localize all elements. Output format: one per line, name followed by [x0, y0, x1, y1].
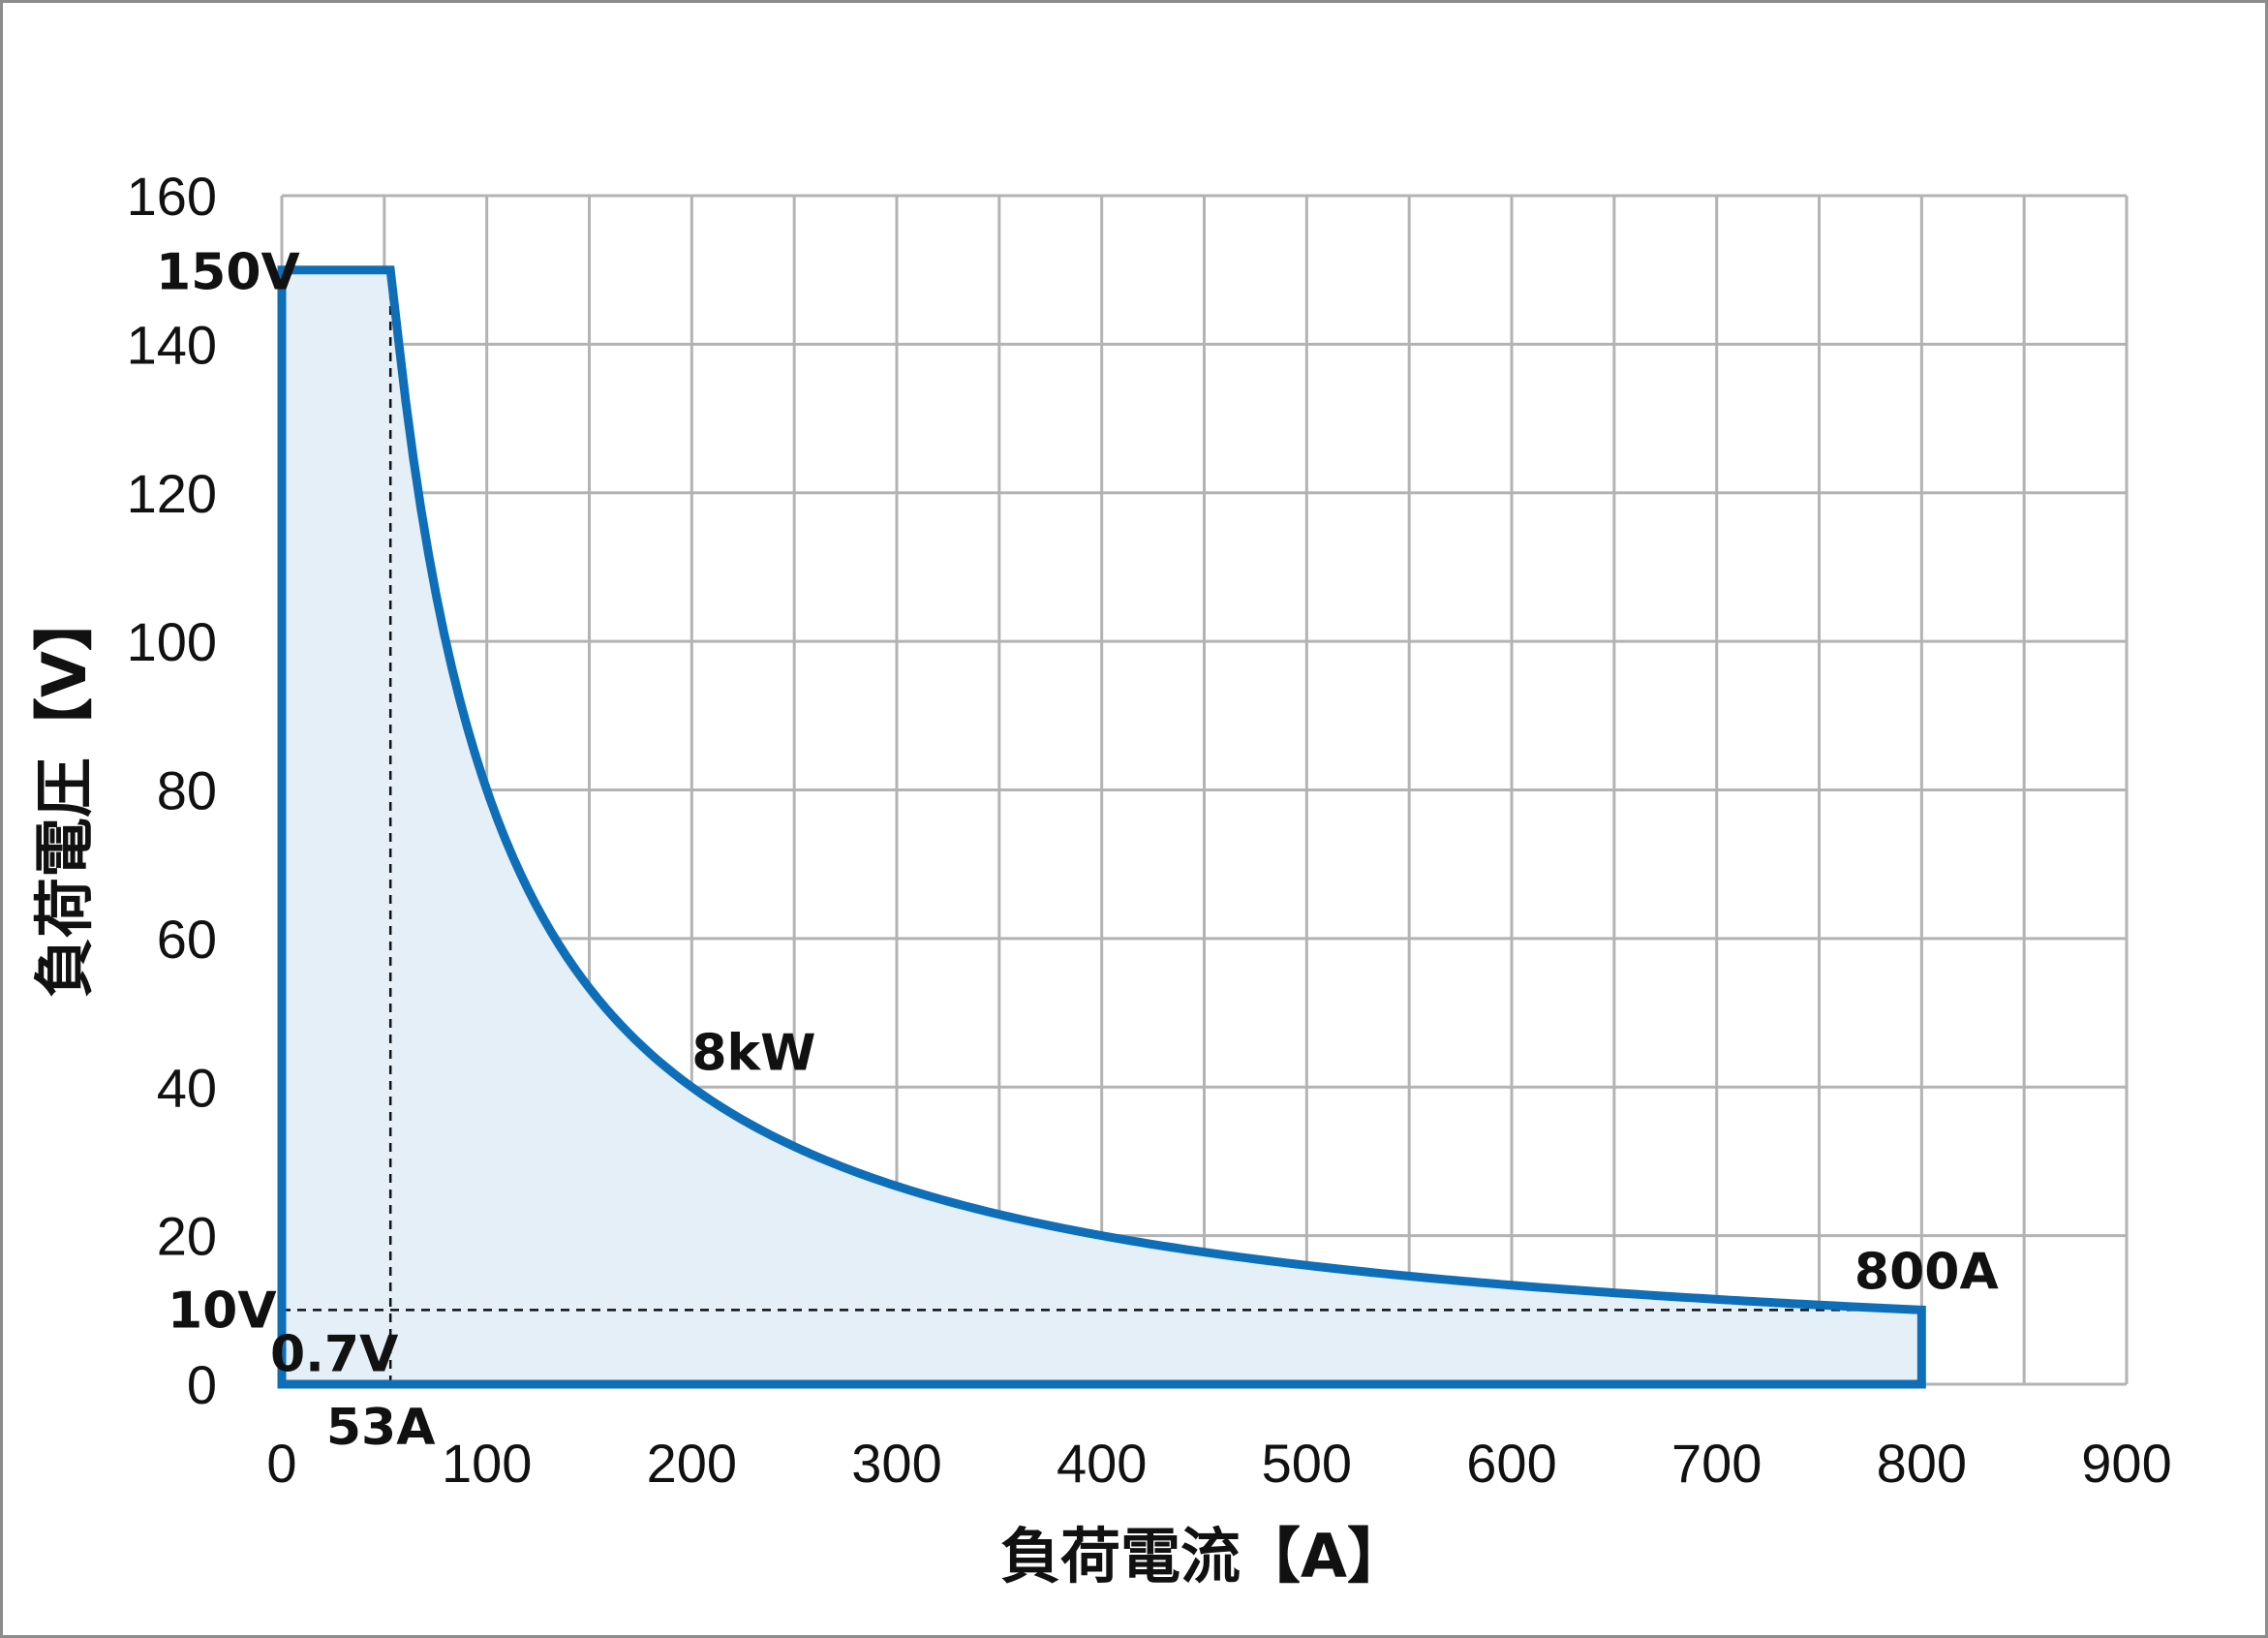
annotation-label: 8kW	[691, 1024, 815, 1082]
x-tick-label: 100	[442, 1433, 532, 1494]
tick-labels: 0 100 200 300 400 500 600 700 800 900 0 20 40 60 80 100…	[127, 166, 2172, 1494]
x-tick-label: 600	[1466, 1433, 1556, 1494]
annotation-label: 800A	[1854, 1243, 1999, 1301]
x-tick-label: 400	[1057, 1433, 1147, 1494]
y-tick-label: 60	[157, 909, 217, 970]
annotation-label: 0.7V	[270, 1326, 398, 1384]
series	[277, 265, 1926, 1389]
y-axis-title: 負荷電圧【V】	[29, 591, 100, 998]
y-tick-label: 20	[157, 1206, 217, 1267]
x-tick-label: 300	[851, 1433, 941, 1494]
x-tick-label: 700	[1671, 1433, 1762, 1494]
x-tick-label: 200	[647, 1433, 737, 1494]
series-line	[277, 265, 1926, 1389]
y-tick-label: 40	[157, 1057, 217, 1118]
y-tick-label: 140	[127, 314, 217, 375]
y-tick-label: 100	[127, 611, 217, 672]
x-tick-label: 0	[266, 1433, 296, 1494]
x-tick-label: 900	[2081, 1433, 2171, 1494]
y-tick-label: 160	[127, 166, 217, 227]
operating-area-fill	[282, 269, 1922, 1385]
x-axis-title: 負荷電流【A】	[1000, 1521, 1407, 1592]
x-tick-label: 500	[1262, 1433, 1352, 1494]
y-tick-label: 0	[187, 1354, 217, 1415]
fill-area	[282, 269, 1922, 1385]
x-tick-label: 800	[1877, 1433, 1967, 1494]
annotation-label: 10V	[168, 1282, 277, 1340]
y-tick-label: 120	[127, 463, 217, 524]
annotation-label: 150V	[156, 244, 300, 302]
annotation-label: 53A	[326, 1399, 436, 1457]
reference-lines	[282, 269, 1922, 1384]
y-tick-label: 80	[157, 760, 217, 821]
